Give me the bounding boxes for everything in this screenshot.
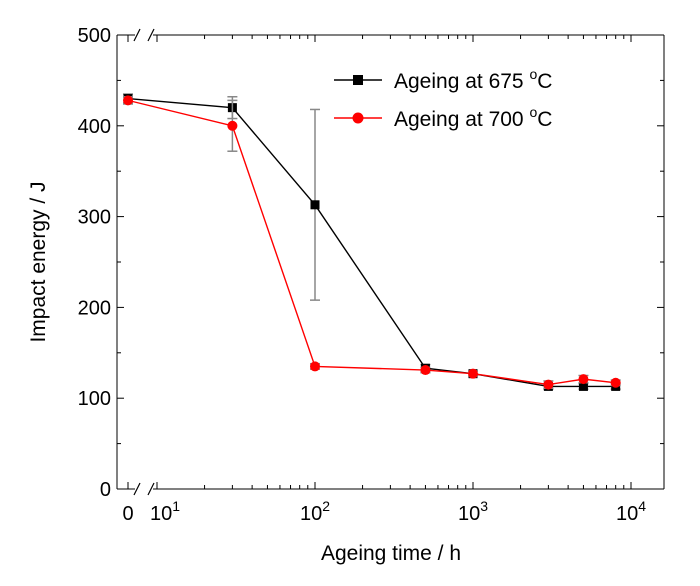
series-group bbox=[123, 93, 621, 391]
x-tick-label: 103 bbox=[458, 498, 488, 525]
series-line bbox=[127, 99, 616, 386]
axis-break-mark-top-2 bbox=[147, 28, 155, 42]
data-point-circle bbox=[123, 95, 133, 106]
series-2 bbox=[123, 95, 621, 390]
axis-break-mark-bottom-2 bbox=[147, 482, 155, 496]
axes-frame bbox=[116, 28, 665, 496]
legend-entry-2: Ageing at 700 oC bbox=[334, 104, 552, 131]
data-point-circle bbox=[468, 368, 478, 379]
y-tick-label: 400 bbox=[78, 116, 111, 138]
y-tick-label: 300 bbox=[78, 207, 111, 229]
legend-label: Ageing at 675 oC bbox=[394, 66, 552, 93]
series-line bbox=[127, 97, 616, 388]
x-tick-label: 0 bbox=[122, 503, 133, 525]
x-tick-label: 101 bbox=[150, 498, 180, 525]
axis-ticks: 0 100 200 300 400 500 0 101 102 103 104 bbox=[78, 25, 664, 525]
y-tick-label: 0 bbox=[100, 479, 111, 501]
x-tick-label: 102 bbox=[300, 498, 330, 525]
legend-label: Ageing at 700 oC bbox=[394, 104, 552, 131]
data-point-circle bbox=[420, 365, 431, 376]
series-1 bbox=[123, 93, 621, 391]
x-axis-label: Ageing time / h bbox=[321, 542, 461, 565]
data-point-circle bbox=[578, 374, 589, 385]
legend-entry-1: Ageing at 675 oC bbox=[334, 66, 552, 93]
y-tick-label: 500 bbox=[78, 25, 111, 47]
x-tick-label: 104 bbox=[616, 498, 646, 525]
data-point-circle bbox=[227, 120, 238, 131]
axis-break-mark-bottom-1 bbox=[133, 482, 141, 496]
y-axis-label: Impact energy / J bbox=[27, 181, 50, 342]
data-point-circle bbox=[543, 379, 554, 390]
legend-marker-square bbox=[353, 75, 363, 85]
data-point-square bbox=[578, 381, 588, 391]
data-point-circle bbox=[610, 377, 621, 388]
data-point-circle bbox=[310, 361, 320, 372]
axis-break-mark-top-1 bbox=[133, 28, 141, 42]
legend-marker-circle bbox=[352, 112, 364, 124]
y-tick-label: 200 bbox=[78, 297, 111, 319]
data-point-square bbox=[310, 200, 320, 210]
y-tick-label: 100 bbox=[78, 388, 111, 410]
legend: Ageing at 675 oC Ageing at 700 oC bbox=[334, 66, 552, 131]
